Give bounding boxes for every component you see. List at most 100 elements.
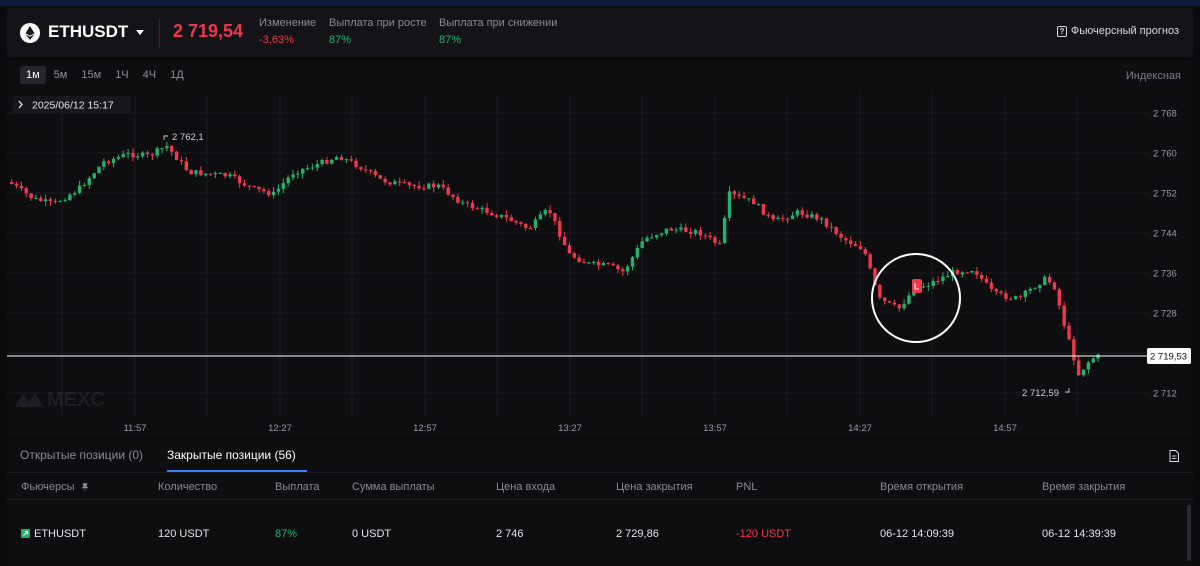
candle-body bbox=[572, 253, 576, 258]
candle-body bbox=[955, 270, 960, 275]
highlight-circle bbox=[871, 253, 961, 343]
column-quantity: Количество bbox=[158, 481, 218, 493]
candle-body bbox=[1033, 288, 1037, 290]
candle-body bbox=[596, 261, 601, 266]
candle-body bbox=[155, 148, 159, 156]
candle-body bbox=[776, 217, 780, 220]
timeframe-1m[interactable]: 1м bbox=[20, 66, 46, 84]
candle-body bbox=[659, 233, 664, 236]
candle-body bbox=[931, 280, 935, 286]
candle-body bbox=[587, 262, 591, 264]
candle-body bbox=[388, 182, 392, 185]
timeframe-selector: 1м 5м 15м 1Ч 4Ч 1Д bbox=[20, 66, 190, 84]
candle-body bbox=[883, 297, 887, 302]
candle-body bbox=[24, 188, 28, 194]
column-payout-amount: Сумма выплаты bbox=[352, 481, 435, 493]
x-tick-label: 12:57 bbox=[413, 423, 437, 434]
row-payout-amount: 0 USDT bbox=[352, 528, 392, 540]
candle-body bbox=[296, 173, 300, 175]
row-pnl: -120 USDT bbox=[736, 528, 792, 540]
candle-body bbox=[941, 276, 945, 282]
pin-icon bbox=[80, 483, 89, 491]
timeframe-4h[interactable]: 4Ч bbox=[142, 69, 157, 81]
candle-body bbox=[431, 183, 436, 188]
candle-body bbox=[1023, 290, 1028, 297]
candle-body bbox=[281, 183, 285, 189]
current-price-text: 2 719,53 bbox=[1150, 352, 1187, 363]
candle-body bbox=[747, 198, 751, 200]
trade-entry-marker bbox=[912, 279, 922, 293]
candle-body bbox=[674, 229, 678, 231]
candle-body bbox=[131, 152, 135, 158]
document-icon[interactable] bbox=[1169, 450, 1179, 462]
candle-body bbox=[252, 185, 256, 187]
payout-down-value: 87% bbox=[439, 34, 462, 46]
positions-tabs: Открытые позиции (0) Закрытые позиции (5… bbox=[7, 440, 1193, 473]
candle-body bbox=[844, 237, 848, 241]
external-link-icon bbox=[21, 529, 30, 538]
candle-body bbox=[398, 181, 402, 183]
y-tick-label: 2 712 bbox=[1153, 389, 1177, 400]
candle-body bbox=[160, 148, 164, 150]
table-scrollbar[interactable] bbox=[1187, 505, 1191, 561]
candle-body bbox=[495, 215, 499, 218]
candle-body bbox=[790, 215, 795, 220]
candle-body bbox=[548, 210, 552, 214]
column-close-time: Время закрытия bbox=[1042, 481, 1126, 493]
candle-body bbox=[29, 193, 33, 199]
candle-body bbox=[330, 159, 334, 164]
ticker-header: ETHUSDT 2 719,54 Изменение -3,63% Выплат… bbox=[7, 8, 1193, 57]
candle-body bbox=[39, 197, 43, 202]
candle-body bbox=[873, 268, 877, 286]
chevron-down-icon[interactable] bbox=[133, 26, 147, 38]
candle-body bbox=[1052, 282, 1057, 290]
candle-body bbox=[553, 213, 557, 221]
candle-body bbox=[451, 194, 455, 197]
tab-closed-positions[interactable]: Закрытые позиции (56) bbox=[167, 448, 296, 462]
candle-body bbox=[218, 172, 222, 174]
candle-body bbox=[145, 152, 150, 155]
mexc-watermark: MEXC bbox=[15, 389, 105, 411]
payout-up-label: Выплата при росте bbox=[329, 17, 427, 29]
chart-panel: 1м 5м 15м 1Ч 4Ч 1Д Индексная MEXC 2025/0… bbox=[7, 60, 1193, 438]
futures-forecast-button[interactable]: ? Фьючерсный прогноз bbox=[1056, 25, 1179, 37]
candle-body bbox=[480, 207, 484, 210]
y-tick-label: 2 760 bbox=[1153, 149, 1177, 160]
column-open-time: Время открытия bbox=[880, 481, 964, 493]
candle-body bbox=[58, 201, 62, 203]
candle-body bbox=[863, 249, 867, 255]
row-close-price: 2 729,86 bbox=[616, 528, 659, 540]
candle-body bbox=[461, 202, 465, 204]
candle-body bbox=[892, 302, 897, 305]
candle-body bbox=[456, 196, 460, 203]
candle-body bbox=[441, 184, 446, 188]
timeframe-1d[interactable]: 1Д bbox=[170, 69, 184, 81]
candle-body bbox=[965, 272, 969, 274]
timeframe-15m[interactable]: 15м bbox=[81, 69, 102, 81]
tab-open-positions[interactable]: Открытые позиции (0) bbox=[20, 448, 144, 462]
row-quantity: 120 USDT bbox=[158, 528, 210, 540]
candle-body bbox=[247, 185, 252, 187]
price-type-toggle[interactable]: Индексная bbox=[1125, 70, 1181, 82]
candle-body bbox=[960, 272, 964, 275]
candle-body bbox=[829, 226, 834, 228]
candle-body bbox=[786, 218, 790, 220]
candle-body bbox=[354, 160, 358, 168]
candle-body bbox=[107, 161, 111, 164]
table-row[interactable]: ETHUSDT 120 USDT 87% 0 USDT 2 746 2 729,… bbox=[7, 501, 1193, 566]
row-symbol[interactable]: ETHUSDT bbox=[21, 528, 86, 540]
candle-body bbox=[237, 176, 242, 184]
candle-body bbox=[887, 301, 892, 303]
candle-body bbox=[625, 266, 630, 272]
candlestick-chart[interactable]: MEXC 2025/06/12 15:17 2 762,1 2 712,59 2… bbox=[7, 94, 1193, 438]
positions-table-header: Фьючерсы Количество Выплата Сумма выплат… bbox=[7, 474, 1193, 500]
timeframe-1h[interactable]: 1Ч bbox=[115, 69, 129, 81]
candle-body bbox=[334, 156, 339, 160]
y-tick-label: 2 752 bbox=[1153, 189, 1177, 200]
symbol-selector[interactable]: ETHUSDT bbox=[48, 22, 129, 41]
timeframe-5m[interactable]: 5м bbox=[53, 69, 68, 81]
candle-body bbox=[926, 285, 931, 287]
candle-body bbox=[359, 167, 363, 170]
candle-body bbox=[1057, 289, 1061, 306]
candle-body bbox=[470, 202, 475, 209]
